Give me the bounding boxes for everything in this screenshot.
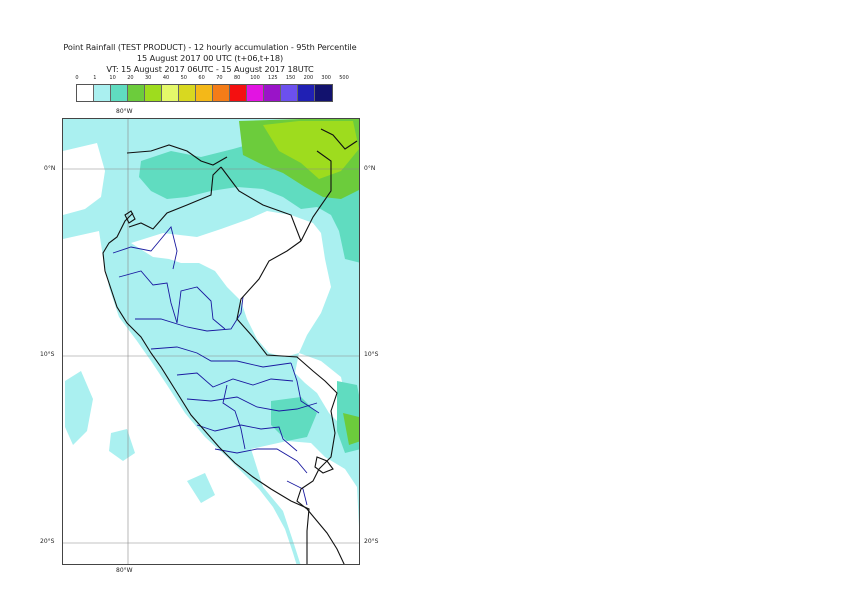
legend-label: 100 [250, 75, 260, 81]
legend-swatch [162, 85, 179, 101]
ocean-streak-3 [187, 473, 215, 503]
legend-swatch [111, 85, 128, 101]
border-peru-brazil [236, 240, 338, 470]
graticule [63, 119, 359, 564]
dry-land-south [251, 441, 359, 564]
legend-label: 80 [234, 75, 241, 81]
legend-swatch [77, 85, 94, 101]
legend-swatch [179, 85, 196, 101]
legend-label: 1 [93, 75, 97, 81]
border-ecuador-peru [128, 166, 222, 230]
coastline-and-borders [102, 128, 358, 564]
lake-titicaca [314, 456, 334, 474]
legend-swatch [94, 85, 111, 101]
legend-label: 60 [198, 75, 205, 81]
coastline [102, 212, 310, 564]
legend-label: 125 [268, 75, 278, 81]
lat-label-right-20s: 20°S [364, 538, 379, 545]
rainfall-map [62, 118, 360, 565]
lon-label-top: 80°W [116, 108, 133, 115]
dry-ocean-north [63, 143, 105, 215]
legend-label: 10 [109, 75, 116, 81]
dry-ocean-area [63, 231, 297, 564]
legend-swatch [264, 85, 281, 101]
legend-label: 200 [303, 75, 314, 81]
map-title-line-2: 15 August 2017 00 UTC (t+06,t+18) [136, 53, 284, 63]
map-title-line-1: Point Rainfall (TEST PRODUCT) - 12 hourl… [63, 42, 357, 52]
border-venezuela [320, 128, 358, 150]
teal-patch-central [271, 397, 317, 441]
legend-swatch [281, 85, 298, 101]
legend-swatch [196, 85, 213, 101]
lat-label-left-20s: 20°S [40, 538, 55, 545]
legend-swatch [213, 85, 230, 101]
legend-label: 50 [180, 75, 187, 81]
ocean-streak-1 [65, 371, 93, 445]
lon-label-bottom: 80°W [116, 567, 133, 574]
map-title-line-3: VT: 15 August 2017 06UTC - 15 August 201… [106, 64, 314, 74]
lat-label-left-0: 0°N [44, 165, 56, 172]
legend-label: 300 [321, 75, 331, 81]
border-peru-bolivia [296, 468, 320, 510]
legend-label: 0 [75, 75, 79, 81]
yellow-green-core [263, 121, 359, 179]
dry-land-east [295, 353, 347, 423]
legend-swatch [128, 85, 145, 101]
legend-swatch [315, 85, 332, 101]
legend-label: 40 [162, 75, 170, 81]
green-patch-east [343, 413, 359, 445]
legend-label: 150 [285, 75, 296, 81]
border-colombia-peru [220, 166, 302, 242]
border-bolivia-chile [306, 508, 345, 564]
legend-swatch [230, 85, 247, 101]
ocean-streak-2 [109, 429, 135, 461]
lat-label-right-10s: 10°S [364, 351, 379, 358]
legend-label: 500 [339, 75, 349, 81]
legend-swatch [298, 85, 315, 101]
region-boundaries [112, 226, 320, 506]
legend-label: 20 [127, 75, 134, 81]
legend-label: 70 [216, 75, 223, 81]
lat-label-right-0: 0°N [364, 165, 376, 172]
color-legend [76, 84, 333, 102]
legend-swatch [247, 85, 264, 101]
lat-label-left-10s: 10°S [40, 351, 55, 358]
border-colombia-brazil [300, 150, 332, 242]
legend-label: 30 [145, 75, 152, 81]
legend-labels: 0 1 10 20 30 40 50 60 70 80 100 125 150 200 300 500 [66, 75, 366, 84]
dry-land-area [131, 211, 331, 357]
border-ecuador-colombia [126, 144, 228, 166]
gulf-guayaquil [124, 210, 136, 224]
legend-swatch [145, 85, 162, 101]
